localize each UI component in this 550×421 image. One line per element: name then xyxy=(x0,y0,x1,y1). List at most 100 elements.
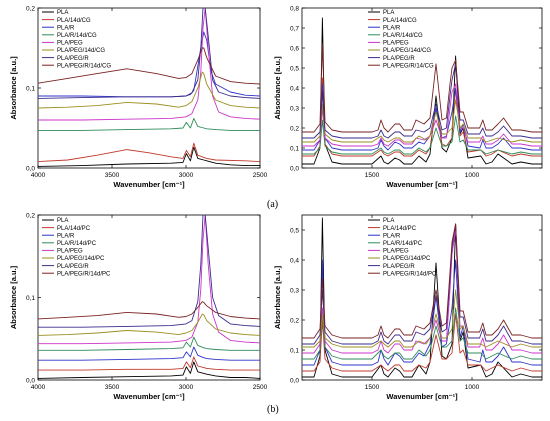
chart-a-left: 0,0 0,1 0,2 4000 3500 3000 2500 Wavenumber [cm⁻… xyxy=(9,6,268,190)
x-axis-label: Wavenumber [cm⁻¹] xyxy=(113,392,185,401)
y-axis-label: Absorbance [a.u.] xyxy=(273,265,282,329)
plot-frame xyxy=(301,214,543,381)
y-tick-label: 0,1 xyxy=(290,146,299,153)
series-line-pla-14d-cg xyxy=(38,142,260,163)
y-tick-label: 0,1 xyxy=(26,86,35,93)
series-line-pla-r-14d-cg xyxy=(302,115,542,155)
y-tick-label: 0,2 xyxy=(26,6,35,13)
y-tick-label: 0,4 xyxy=(290,86,299,93)
series-line-pla-peg-r-14d-pc xyxy=(302,223,542,339)
series-group xyxy=(302,17,542,165)
series-line-pla-peg-r-14-cg xyxy=(302,43,542,133)
legend-label: PLA/14d/PC xyxy=(57,226,91,232)
panel-label-a: (a) xyxy=(267,199,279,210)
legend-label: PLA/PEG/R xyxy=(57,56,89,62)
y-tick-label: 0,8 xyxy=(290,6,299,13)
series-line-pla xyxy=(38,146,260,167)
x-tick-label: 3500 xyxy=(105,384,120,391)
series-line-pla-peg xyxy=(302,83,542,147)
y-tick-label: 0,7 xyxy=(290,26,299,33)
series-line-pla-peg-r xyxy=(38,8,260,99)
x-tick-label: 3500 xyxy=(105,172,120,179)
y-tick-label: 0,6 xyxy=(290,46,299,53)
legend-label: PLA/14d/PC xyxy=(383,226,417,232)
legend-label: PLA/R xyxy=(57,25,75,31)
y-tick-label: 0,0 xyxy=(26,378,35,385)
legend-label: PLA/PEG/R xyxy=(383,56,415,62)
plot-frame xyxy=(301,7,543,169)
y-axis-label: Absorbance [a.u.] xyxy=(9,56,18,120)
y-tick-label: 0,5 xyxy=(290,228,299,235)
legend-label: PLA/PEG xyxy=(57,41,83,47)
series-line-pla-peg-r xyxy=(302,63,542,139)
series-line-pla-peg-14d-cg xyxy=(302,99,542,143)
series-line-pla-r-14d-cg xyxy=(38,117,260,131)
x-tick-label: 3000 xyxy=(179,384,194,391)
chart-a-right: 0,0 0,1 0,2 0,3 0,4 0,5 0,6 0,7 0,8 1500 1000 Waven… xyxy=(273,6,543,189)
legend-label: PLA/R/14d/PC xyxy=(383,241,423,247)
plot-frame xyxy=(37,214,261,381)
series-line-pla xyxy=(302,217,542,378)
y-tick-label: 0,3 xyxy=(290,288,299,295)
legend-label: PLA/PEG/R/14d/PC xyxy=(383,271,437,277)
legend-label: PLA/PEG/14d/CG xyxy=(57,48,105,54)
series-line-pla-r-14d-pc xyxy=(302,307,542,360)
x-tick-label: 1000 xyxy=(465,384,480,391)
y-tick-label: 0,2 xyxy=(290,126,299,133)
series-group xyxy=(38,8,260,167)
series-line-pla-peg-14d-pc xyxy=(38,313,260,336)
y-tick-label: 0,0 xyxy=(26,166,35,173)
legend-label: PLA/PEG/R xyxy=(383,264,415,270)
legend-label: PLA/PEG/14d/PC xyxy=(57,256,105,262)
series-line-pla-peg-r xyxy=(38,215,260,328)
series-line-pla-14d-pc xyxy=(38,356,260,371)
series-line-pla-r-14d-pc xyxy=(38,336,260,351)
legend-label: PLA/PEG xyxy=(57,249,83,255)
series-line-pla-14d-cg xyxy=(302,77,542,157)
legend-label: PLA xyxy=(383,10,394,16)
legend-label: PLA/R/14d/CG xyxy=(57,33,97,39)
series-line-pla-peg-r xyxy=(302,223,542,345)
legend-label: PLA/PEG/R/14d/PC xyxy=(57,271,111,277)
series-line-pla-r xyxy=(302,259,542,366)
series-line-pla-peg xyxy=(302,229,542,354)
series-group xyxy=(38,215,260,379)
y-tick-label: 0,1 xyxy=(290,348,299,355)
y-tick-label: 0,3 xyxy=(290,106,299,113)
legend-label: PLA xyxy=(57,10,68,16)
y-tick-label: 0,2 xyxy=(290,318,299,325)
x-tick-label: 4000 xyxy=(31,172,46,179)
legend-label: PLA/R/14d/PC xyxy=(57,241,97,247)
y-axis-label: Absorbance [a.u.] xyxy=(9,265,18,329)
series-line-pla-peg-r-14d-pc xyxy=(38,301,260,320)
x-axis-label: Wavenumber [cm⁻¹] xyxy=(386,392,458,401)
series-line-pla-14d-pc xyxy=(302,313,542,372)
chart-b-left: 0,0 0,1 0,2 4000 3500 3000 2500 Wavenumber [cm⁻… xyxy=(9,213,268,402)
x-tick-label: 1000 xyxy=(465,172,480,179)
series-line-pla xyxy=(38,361,260,379)
y-tick-label: 0,1 xyxy=(26,295,35,302)
legend-label: PLA xyxy=(57,218,68,224)
x-tick-label: 3000 xyxy=(179,172,194,179)
legend-label: PLA/R xyxy=(57,233,75,239)
x-axis-label: Wavenumber [cm⁻¹] xyxy=(386,180,458,189)
series-line-pla-peg xyxy=(38,215,260,345)
series-line-pla-r xyxy=(38,346,260,361)
y-tick-label: 0,4 xyxy=(290,258,299,265)
legend-label: PLA/PEG/R xyxy=(57,264,89,270)
y-tick-label: 0,0 xyxy=(290,378,299,385)
x-tick-label: 1500 xyxy=(365,384,380,391)
legend-label: PLA/PEG/14d/PC xyxy=(383,256,431,262)
plot-frame xyxy=(37,7,261,169)
legend-label: PLA/PEG xyxy=(383,249,409,255)
series-line-pla-peg-14d-pc xyxy=(302,289,542,348)
legend-label: PLA/R xyxy=(383,233,401,239)
legend-label: PLA/14d/CG xyxy=(383,18,417,24)
legend-label: PLA/14d/CG xyxy=(57,18,91,24)
y-tick-label: 0,5 xyxy=(290,66,299,73)
chart-b-right: 0,0 0,1 0,2 0,3 0,4 0,5 1500 1000 Wavenumber [cm… xyxy=(273,214,543,401)
panel-label-b: (b) xyxy=(267,404,279,415)
legend-label: PLA/R/14d/CG xyxy=(383,33,423,39)
series-line-pla xyxy=(302,17,542,165)
